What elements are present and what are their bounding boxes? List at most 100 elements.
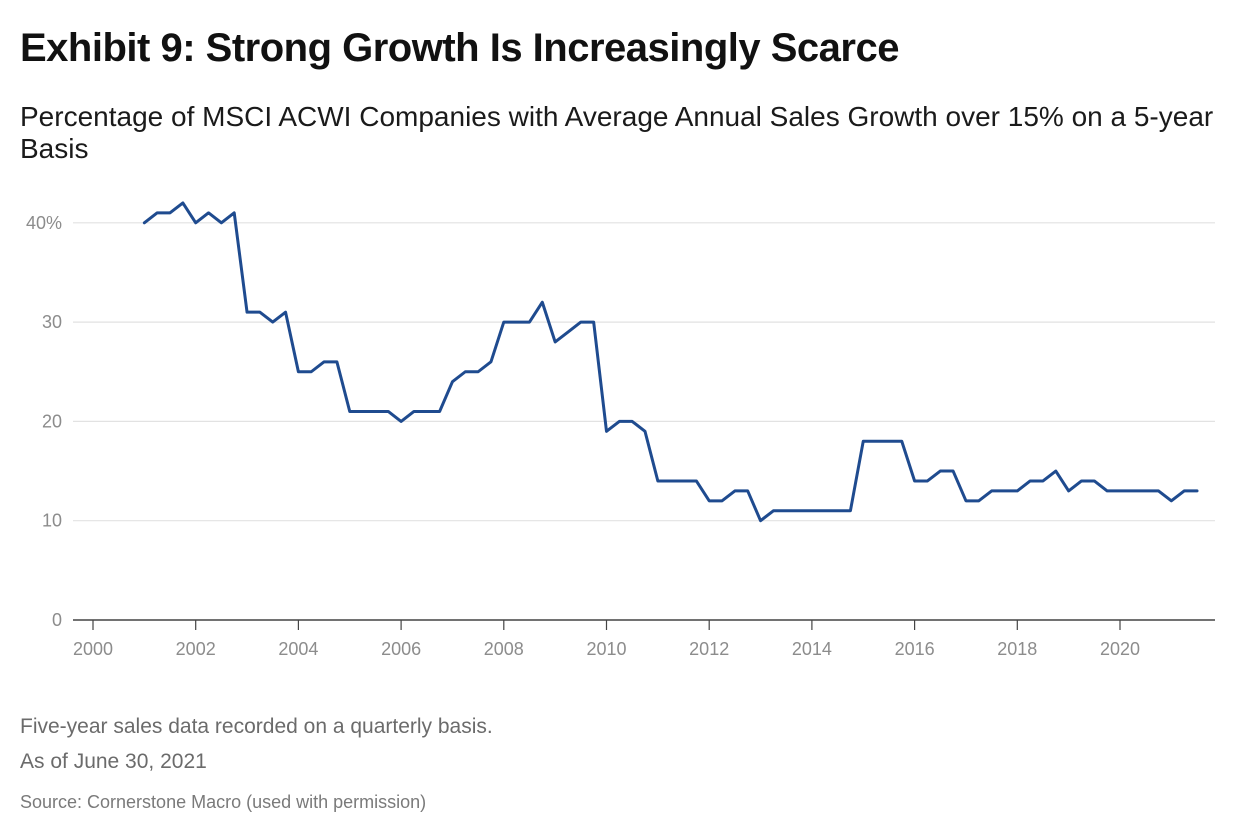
data-point bbox=[207, 211, 210, 214]
data-point bbox=[464, 370, 467, 373]
data-point bbox=[1041, 479, 1044, 482]
data-point bbox=[721, 499, 724, 502]
data-point bbox=[798, 509, 801, 512]
gridlines bbox=[73, 222, 1215, 522]
data-point bbox=[887, 440, 890, 443]
data-point bbox=[1183, 489, 1186, 492]
data-point bbox=[233, 211, 236, 214]
data-point bbox=[323, 360, 326, 363]
data-point bbox=[862, 440, 865, 443]
data-point bbox=[438, 410, 441, 413]
data-point bbox=[823, 509, 826, 512]
data-point bbox=[618, 420, 621, 423]
data-point bbox=[977, 499, 980, 502]
data-point bbox=[695, 479, 698, 482]
data-point bbox=[579, 321, 582, 324]
y-tick-label: 10 bbox=[42, 511, 62, 531]
data-point bbox=[1003, 489, 1006, 492]
data-point bbox=[348, 410, 351, 413]
x-tick-label: 2010 bbox=[586, 639, 626, 659]
data-point bbox=[952, 470, 955, 473]
data-point bbox=[1170, 499, 1173, 502]
data-point bbox=[810, 509, 813, 512]
y-tick-label: 40% bbox=[26, 213, 62, 233]
data-point bbox=[1093, 479, 1096, 482]
data-point bbox=[335, 360, 338, 363]
data-point bbox=[528, 321, 531, 324]
data-point bbox=[592, 321, 595, 324]
data-point bbox=[169, 211, 172, 214]
data-point bbox=[1131, 489, 1134, 492]
data-point bbox=[682, 479, 685, 482]
data-point bbox=[258, 311, 261, 314]
data-point bbox=[1119, 489, 1122, 492]
data-point bbox=[1157, 489, 1160, 492]
chart-title: Exhibit 9: Strong Growth Is Increasingly… bbox=[20, 26, 899, 70]
data-point bbox=[425, 410, 428, 413]
x-tick-label: 2020 bbox=[1100, 639, 1140, 659]
y-tick-label: 0 bbox=[52, 610, 62, 630]
data-point bbox=[361, 410, 364, 413]
x-tick-label: 2012 bbox=[689, 639, 729, 659]
data-point bbox=[669, 479, 672, 482]
data-point bbox=[1144, 489, 1147, 492]
data-point bbox=[631, 420, 634, 423]
data-point bbox=[733, 489, 736, 492]
data-point bbox=[156, 211, 159, 214]
footnote-as-of-date: As of June 30, 2021 bbox=[20, 750, 207, 773]
data-point bbox=[284, 311, 287, 314]
data-point bbox=[374, 410, 377, 413]
data-point bbox=[400, 420, 403, 423]
data-point bbox=[926, 479, 929, 482]
data-point bbox=[964, 499, 967, 502]
data-point bbox=[554, 340, 557, 343]
data-point bbox=[1080, 479, 1083, 482]
data-point bbox=[656, 479, 659, 482]
data-point bbox=[566, 331, 569, 334]
data-point bbox=[708, 499, 711, 502]
footnote-frequency: Five-year sales data recorded on a quart… bbox=[20, 715, 493, 738]
y-axis-labels: 0 10 20 30 40% bbox=[26, 213, 62, 630]
data-point bbox=[1029, 479, 1032, 482]
chart-subtitle: Percentage of MSCI ACWI Companies with A… bbox=[20, 101, 1214, 164]
data-point bbox=[194, 221, 197, 224]
y-tick-label: 20 bbox=[42, 411, 62, 431]
x-tick-label: 2008 bbox=[484, 639, 524, 659]
data-point bbox=[1016, 489, 1019, 492]
x-tick-label: 2006 bbox=[381, 639, 421, 659]
data-point bbox=[271, 321, 274, 324]
data-point bbox=[849, 509, 852, 512]
data-point bbox=[990, 489, 993, 492]
data-point bbox=[939, 470, 942, 473]
series-layer bbox=[142, 201, 1199, 523]
data-point bbox=[1054, 470, 1057, 473]
data-point bbox=[451, 380, 454, 383]
series-line-0 bbox=[142, 201, 1199, 523]
data-point bbox=[477, 370, 480, 373]
x-axis-labels: 2000 2002 2004 2006 2008 2010 2012 2014 2016 2018… bbox=[73, 639, 1140, 659]
data-point bbox=[772, 509, 775, 512]
data-point bbox=[913, 479, 916, 482]
data-point bbox=[836, 509, 839, 512]
source-credit: Source: Cornerstone Macro (used with per… bbox=[20, 792, 427, 812]
data-point bbox=[220, 221, 223, 224]
data-point bbox=[143, 221, 146, 224]
data-point bbox=[785, 509, 788, 512]
data-point bbox=[900, 440, 903, 443]
x-tick-label: 2004 bbox=[278, 639, 318, 659]
data-point bbox=[310, 370, 313, 373]
data-point bbox=[644, 430, 647, 433]
data-point bbox=[181, 201, 184, 204]
data-point bbox=[387, 410, 390, 413]
data-point bbox=[502, 321, 505, 324]
x-axis bbox=[73, 619, 1215, 630]
data-point bbox=[541, 301, 544, 304]
x-tick-label: 2018 bbox=[997, 639, 1037, 659]
y-tick-label: 30 bbox=[42, 312, 62, 332]
data-point bbox=[515, 321, 518, 324]
data-point bbox=[746, 489, 749, 492]
data-point bbox=[489, 360, 492, 363]
data-point bbox=[246, 311, 249, 314]
data-point bbox=[412, 410, 415, 413]
